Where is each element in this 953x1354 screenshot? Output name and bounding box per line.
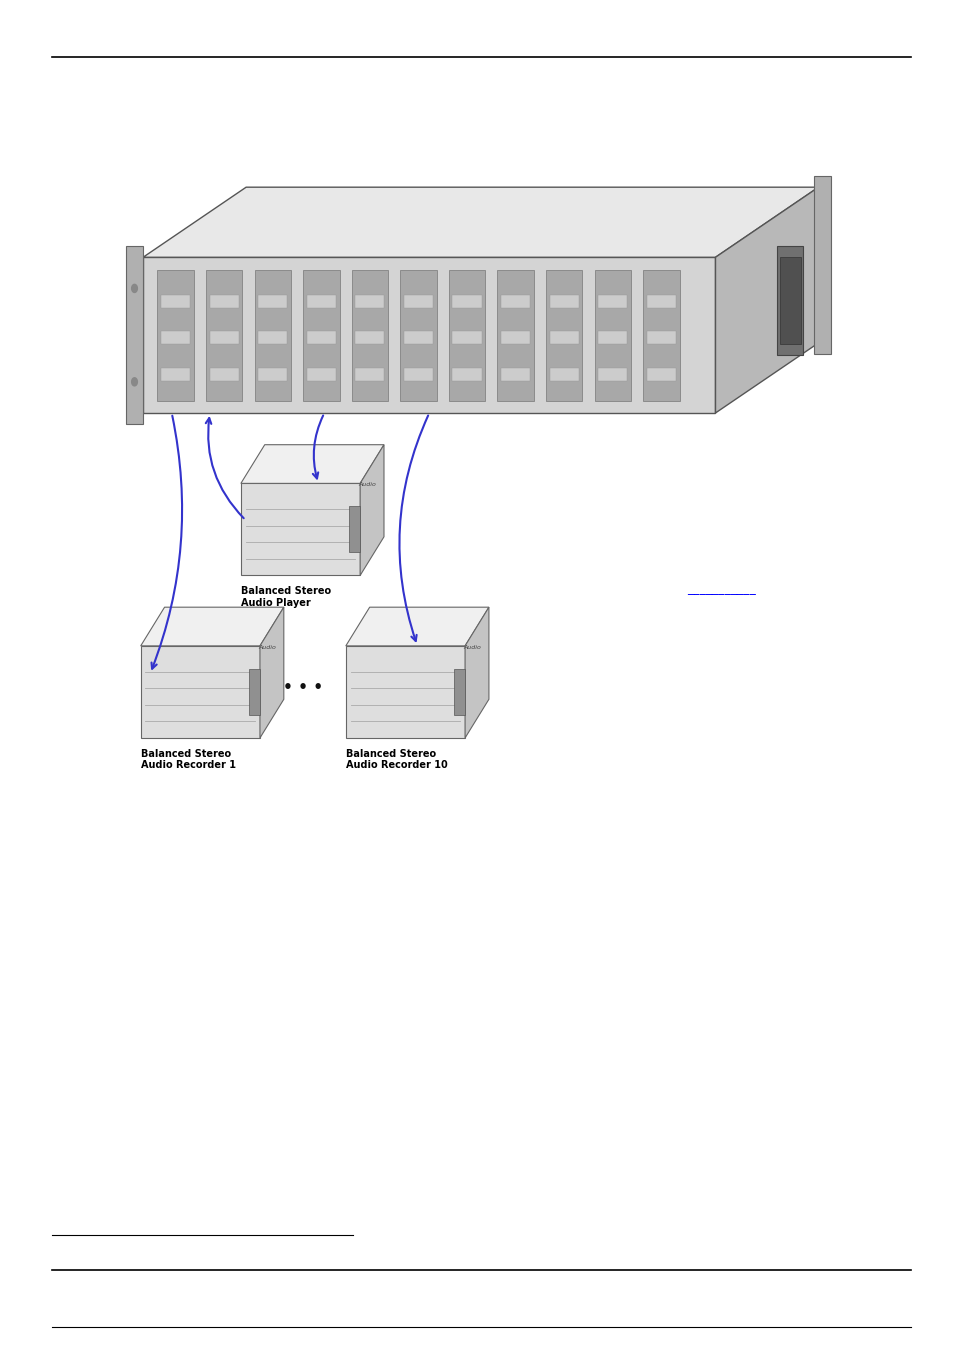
Bar bbox=[598, 295, 627, 307]
Text: Audio: Audio bbox=[258, 645, 275, 650]
Bar bbox=[352, 269, 388, 401]
Bar bbox=[497, 269, 534, 401]
Text: Balanced Stereo
Audio Player: Balanced Stereo Audio Player bbox=[240, 586, 331, 608]
Polygon shape bbox=[464, 607, 488, 738]
Polygon shape bbox=[141, 607, 283, 646]
Bar bbox=[254, 269, 291, 401]
Polygon shape bbox=[813, 176, 830, 353]
Polygon shape bbox=[359, 444, 383, 575]
Text: Balanced Stereo
Audio Recorder 1: Balanced Stereo Audio Recorder 1 bbox=[141, 749, 235, 770]
Polygon shape bbox=[240, 444, 383, 483]
Bar bbox=[307, 332, 335, 344]
Polygon shape bbox=[259, 607, 283, 738]
Bar bbox=[403, 332, 433, 344]
Bar bbox=[307, 295, 335, 307]
Bar bbox=[161, 332, 190, 344]
Bar bbox=[646, 295, 675, 307]
Polygon shape bbox=[345, 607, 488, 646]
Polygon shape bbox=[715, 187, 818, 413]
Bar bbox=[161, 368, 190, 380]
Polygon shape bbox=[345, 646, 464, 738]
Polygon shape bbox=[141, 646, 259, 738]
Bar bbox=[452, 368, 481, 380]
Bar bbox=[594, 269, 630, 401]
Bar bbox=[355, 368, 384, 380]
Bar bbox=[545, 269, 581, 401]
Bar bbox=[549, 332, 578, 344]
Bar bbox=[400, 269, 436, 401]
Bar bbox=[258, 332, 287, 344]
Text: Audio: Audio bbox=[358, 482, 375, 487]
Bar bbox=[157, 269, 193, 401]
Text: Balanced Stereo
Audio Recorder 10: Balanced Stereo Audio Recorder 10 bbox=[345, 749, 447, 770]
Bar bbox=[258, 295, 287, 307]
Bar bbox=[206, 269, 242, 401]
Bar bbox=[779, 257, 800, 344]
Bar bbox=[549, 368, 578, 380]
Text: ___________: ___________ bbox=[686, 582, 755, 596]
Bar bbox=[454, 669, 465, 715]
Polygon shape bbox=[143, 187, 818, 257]
Bar bbox=[210, 332, 238, 344]
Bar bbox=[307, 368, 335, 380]
Bar bbox=[210, 368, 238, 380]
Polygon shape bbox=[240, 483, 359, 575]
Bar bbox=[500, 295, 530, 307]
Bar bbox=[646, 368, 675, 380]
Bar bbox=[403, 295, 433, 307]
Bar bbox=[500, 332, 530, 344]
Bar bbox=[355, 332, 384, 344]
Polygon shape bbox=[126, 246, 143, 424]
Text: Audio: Audio bbox=[463, 645, 480, 650]
Circle shape bbox=[132, 284, 137, 292]
Bar bbox=[598, 332, 627, 344]
Bar bbox=[303, 269, 339, 401]
Bar bbox=[349, 506, 360, 552]
Bar bbox=[452, 295, 481, 307]
Bar bbox=[777, 246, 802, 355]
Circle shape bbox=[132, 378, 137, 386]
Bar bbox=[646, 332, 675, 344]
Bar bbox=[210, 295, 238, 307]
Bar bbox=[161, 295, 190, 307]
Bar bbox=[549, 295, 578, 307]
Bar bbox=[248, 669, 259, 715]
Polygon shape bbox=[143, 257, 715, 413]
Bar bbox=[403, 368, 433, 380]
Bar bbox=[500, 368, 530, 380]
Bar bbox=[642, 269, 679, 401]
Bar bbox=[598, 368, 627, 380]
Bar bbox=[452, 332, 481, 344]
Bar bbox=[258, 368, 287, 380]
Text: • • •: • • • bbox=[283, 680, 323, 696]
Bar bbox=[355, 295, 384, 307]
Bar bbox=[448, 269, 485, 401]
